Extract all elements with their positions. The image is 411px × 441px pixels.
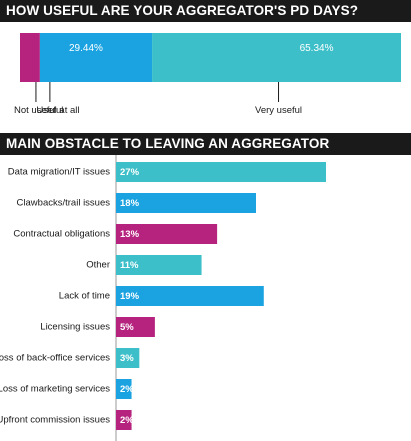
bar-value-label: 27% — [120, 167, 140, 178]
category-label: Licensing issues — [40, 322, 110, 333]
category-label: Loss of marketing services — [0, 384, 110, 395]
category-label: Upfront commission issues — [0, 415, 110, 426]
segment-category-label: Not useful at all — [14, 105, 79, 116]
bar-value-label: 2% — [120, 415, 134, 426]
bar-value-label: 18% — [120, 198, 140, 209]
bar-value-label: 2% — [120, 384, 134, 395]
bar — [116, 379, 132, 399]
bar-value-label: 5% — [120, 322, 134, 333]
bar — [116, 224, 218, 244]
bar — [116, 410, 132, 430]
segment-very-useful — [152, 33, 401, 82]
segment-category-label: Useful — [36, 105, 63, 116]
segment-value-label: 65.34% — [300, 43, 334, 54]
horizontal-bar-chart: Data migration/IT issues 27% Clawbacks/tra… — [0, 155, 326, 441]
chart-title-1: HOW USEFUL ARE YOUR AGGREGATOR'S PD DAYS… — [0, 0, 411, 22]
category-label: Data migration/IT issues — [8, 167, 111, 178]
bar-value-label: 11% — [120, 260, 139, 271]
segment-category-label: Very useful — [255, 105, 302, 116]
bar — [116, 317, 155, 337]
bar — [116, 348, 140, 368]
bar-value-label: 19% — [120, 291, 140, 302]
category-label: Contractual obligations — [13, 229, 110, 240]
chart-title-2: MAIN OBSTACLE TO LEAVING AN AGGREGATOR — [0, 133, 411, 155]
bar-value-label: 13% — [120, 229, 140, 240]
bar — [116, 193, 256, 213]
segment-value-label: 29.44% — [69, 43, 103, 54]
stacked-bar-chart: 5.22%Not useful at all29.44%Useful65.34%… — [14, 33, 401, 116]
segment-useful — [39, 33, 153, 82]
bar — [116, 162, 326, 182]
category-label: Loss of back-office services — [0, 353, 110, 364]
bar — [116, 255, 202, 275]
category-label: Clawbacks/trail issues — [17, 198, 111, 209]
category-label: Lack of time — [59, 291, 110, 302]
category-label: Other — [86, 260, 110, 271]
segment-not-useful-at-all — [20, 33, 40, 82]
bar — [116, 286, 264, 306]
bar-value-label: 3% — [120, 353, 134, 364]
